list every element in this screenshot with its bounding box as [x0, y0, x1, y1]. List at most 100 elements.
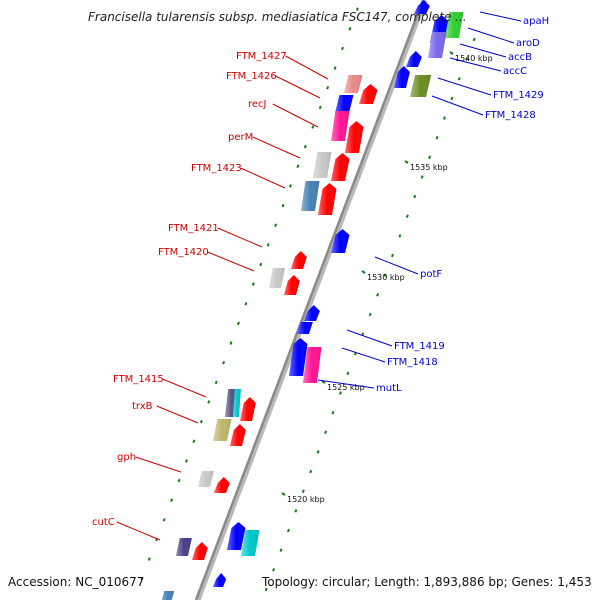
scale-dot — [326, 85, 330, 90]
scale-dot — [294, 509, 298, 513]
right-leader-line — [317, 379, 375, 389]
left-leader-line — [135, 456, 182, 473]
scale-dot — [324, 430, 328, 435]
right-gene-label: apaH — [523, 16, 549, 27]
gene-gloss — [445, 12, 464, 38]
scale-dot — [303, 144, 307, 149]
scale-dot — [177, 478, 181, 483]
scale-dot — [301, 489, 305, 493]
left-leader-line — [272, 103, 319, 128]
left-leader-line — [240, 167, 286, 189]
gene-gloss — [213, 419, 232, 441]
left-leader-line — [217, 227, 263, 248]
right-gene-label: accB — [508, 52, 532, 63]
left-gene-label: recJ — [248, 99, 267, 110]
scale-dot — [199, 419, 203, 424]
right-leader-line — [437, 77, 492, 96]
gene-gloss — [313, 152, 332, 178]
right-leader-line — [467, 27, 515, 44]
gene-block — [297, 322, 313, 334]
scale-dot — [333, 66, 337, 70]
scale-dot — [311, 125, 315, 129]
gene-block — [230, 424, 246, 446]
gene-gloss — [301, 181, 320, 211]
gene-gloss — [214, 477, 230, 493]
left-leader-line — [116, 521, 161, 541]
left-leader-line — [275, 75, 321, 99]
scale-dot — [266, 243, 270, 247]
scale-dot — [316, 450, 320, 454]
scale-dot — [398, 234, 402, 238]
gene-block — [345, 121, 364, 153]
gene-block — [428, 32, 447, 58]
left-gene-label: trxB — [132, 401, 153, 412]
left-gene-label: gph — [117, 452, 136, 463]
right-gene-label: aroD — [516, 38, 540, 49]
gene-block — [301, 181, 320, 211]
genome-summary: Topology: circular; Length: 1,893,886 bp… — [262, 575, 592, 589]
scale-dot — [391, 253, 394, 258]
scale-dot — [338, 391, 342, 395]
scale-dot — [274, 223, 278, 227]
gene-gloss — [213, 573, 227, 587]
scale-dot — [435, 135, 439, 140]
scale-dot — [318, 105, 322, 110]
scale-dot — [140, 577, 144, 581]
scale-dot — [450, 96, 454, 101]
gene-gloss — [269, 268, 285, 288]
gene-block — [198, 471, 214, 487]
left-gene-label: cutC — [92, 517, 115, 528]
gene-block — [303, 347, 322, 383]
backbone — [194, 0, 425, 601]
gene-gloss — [406, 51, 422, 67]
left-leader-line — [162, 378, 207, 398]
kbp-tick — [404, 160, 409, 164]
gene-block — [161, 591, 175, 603]
kbp-tick — [281, 492, 286, 496]
scale-dot — [237, 321, 240, 326]
gene-block — [331, 111, 350, 141]
left-gene-label: perM — [228, 132, 253, 143]
scale-dot — [428, 155, 432, 160]
gene-gloss — [304, 305, 320, 321]
gene-gloss — [410, 75, 432, 97]
scale-dot — [192, 439, 196, 444]
scale-dot — [279, 548, 283, 552]
scale-dot — [259, 262, 263, 267]
gene-gloss — [230, 424, 246, 446]
gene-block — [213, 419, 232, 441]
gene-gloss — [303, 347, 322, 383]
scale-dot — [251, 282, 255, 286]
gene-gloss — [291, 251, 307, 269]
left-leader-line — [285, 55, 329, 80]
gene-gloss — [198, 471, 214, 487]
gene-block — [335, 95, 354, 113]
scale-dot — [355, 7, 359, 11]
gene-block — [344, 75, 363, 93]
left-gene-label: FTM_1421 — [168, 223, 219, 234]
map-title: Francisella tularensis subsp. mediasiati… — [88, 10, 467, 24]
left-leader-line — [252, 136, 301, 159]
scale-dot — [368, 312, 372, 317]
gene-gloss — [331, 229, 350, 253]
gene-block — [359, 84, 378, 104]
gene-gloss — [331, 153, 350, 181]
right-leader-line — [431, 95, 484, 116]
gene-block — [406, 51, 422, 67]
gene-block — [192, 542, 208, 560]
gene-block — [176, 538, 192, 556]
scale-dot — [348, 27, 352, 31]
scale-dot — [185, 459, 188, 463]
scale-dot — [420, 175, 424, 179]
scale-dot — [341, 46, 344, 51]
scale-dot — [413, 194, 417, 199]
scale-label: 1530 kbp — [367, 273, 405, 282]
scale-dot — [264, 587, 268, 592]
gene-gloss — [359, 84, 378, 104]
right-gene-label: FTM_1429 — [493, 90, 544, 101]
gene-gloss — [428, 32, 447, 58]
scale-dot — [222, 360, 226, 365]
left-gene-label: FTM_1420 — [158, 247, 209, 258]
scale-dot — [376, 293, 380, 297]
